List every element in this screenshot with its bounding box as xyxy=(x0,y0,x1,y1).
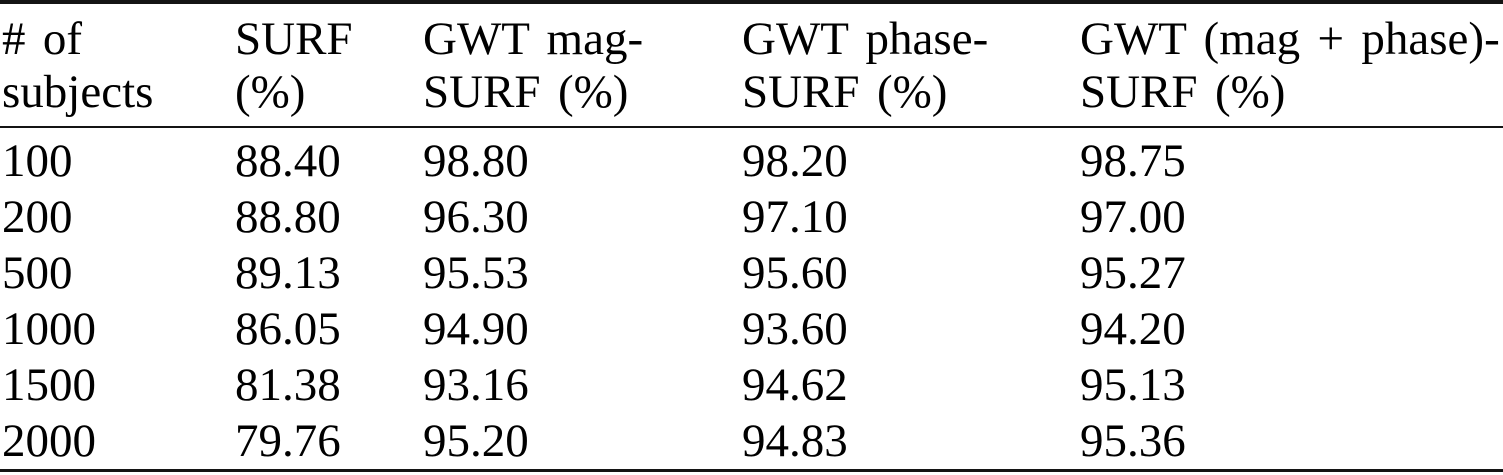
cell-surf: 79.76 xyxy=(235,415,341,467)
header-line: SURF (%) xyxy=(1080,66,1286,118)
header-line: SURF xyxy=(235,13,353,65)
cell-gwt-phase-surf: 94.83 xyxy=(742,415,848,467)
cell-subjects: 100 xyxy=(2,135,73,187)
cell-gwt-phase-surf: 95.60 xyxy=(742,247,848,299)
header-line: (%) xyxy=(235,66,306,118)
header-line: GWT phase- xyxy=(742,13,989,65)
header-line: subjects xyxy=(2,66,154,118)
table-row: 2000 79.76 95.20 94.83 95.36 xyxy=(0,413,1503,471)
cell-gwt-phase-surf: 94.62 xyxy=(742,359,848,411)
cell-subjects: 2000 xyxy=(2,415,96,467)
table-row: 1500 81.38 93.16 94.62 95.13 xyxy=(0,357,1503,413)
header-line: GWT mag- xyxy=(423,13,644,65)
table-header: # of subjects SURF (%) GWT mag- SURF (%)… xyxy=(0,2,1503,128)
cell-gwt-mag-surf: 94.90 xyxy=(423,303,529,355)
cell-surf: 88.40 xyxy=(235,135,341,187)
cell-gwt-mag-phase-surf: 97.00 xyxy=(1080,191,1186,243)
header-line: GWT (mag + phase)- xyxy=(1080,13,1500,65)
cell-subjects: 1000 xyxy=(2,303,96,355)
cell-surf: 86.05 xyxy=(235,303,341,355)
cell-gwt-mag-phase-surf: 98.75 xyxy=(1080,135,1186,187)
column-header-subjects: # of subjects xyxy=(0,2,235,128)
cell-subjects: 200 xyxy=(2,191,73,243)
table-row: 200 88.80 96.30 97.10 97.00 xyxy=(0,189,1503,245)
header-line: # of xyxy=(2,13,83,65)
table-row: 100 88.40 98.80 98.20 98.75 xyxy=(0,127,1503,189)
header-line: SURF (%) xyxy=(423,66,629,118)
column-header-gwt-mag-surf: GWT mag- SURF (%) xyxy=(423,2,742,128)
cell-gwt-mag-phase-surf: 94.20 xyxy=(1080,303,1186,355)
cell-surf: 88.80 xyxy=(235,191,341,243)
header-row: # of subjects SURF (%) GWT mag- SURF (%)… xyxy=(0,2,1503,128)
cell-gwt-mag-surf: 96.30 xyxy=(423,191,529,243)
cell-gwt-mag-phase-surf: 95.13 xyxy=(1080,359,1186,411)
column-header-gwt-mag-phase-surf: GWT (mag + phase)- SURF (%) xyxy=(1080,2,1503,128)
column-header-gwt-phase-surf: GWT phase- SURF (%) xyxy=(742,2,1080,128)
column-header-surf: SURF (%) xyxy=(235,2,423,128)
table-body: 100 88.40 98.80 98.20 98.75 200 88.80 96… xyxy=(0,127,1503,471)
cell-gwt-mag-surf: 93.16 xyxy=(423,359,529,411)
cell-subjects: 500 xyxy=(2,247,73,299)
cell-gwt-mag-phase-surf: 95.36 xyxy=(1080,415,1186,467)
table-row: 500 89.13 95.53 95.60 95.27 xyxy=(0,245,1503,301)
cell-gwt-phase-surf: 97.10 xyxy=(742,191,848,243)
cell-gwt-phase-surf: 98.20 xyxy=(742,135,848,187)
cell-gwt-mag-surf: 98.80 xyxy=(423,135,529,187)
cell-subjects: 1500 xyxy=(2,359,96,411)
cell-gwt-mag-surf: 95.20 xyxy=(423,415,529,467)
cell-surf: 81.38 xyxy=(235,359,341,411)
cell-surf: 89.13 xyxy=(235,247,341,299)
cell-gwt-mag-surf: 95.53 xyxy=(423,247,529,299)
cell-gwt-phase-surf: 93.60 xyxy=(742,303,848,355)
header-line: SURF (%) xyxy=(742,66,948,118)
cell-gwt-mag-phase-surf: 95.27 xyxy=(1080,247,1186,299)
table-row: 1000 86.05 94.90 93.60 94.20 xyxy=(0,301,1503,357)
